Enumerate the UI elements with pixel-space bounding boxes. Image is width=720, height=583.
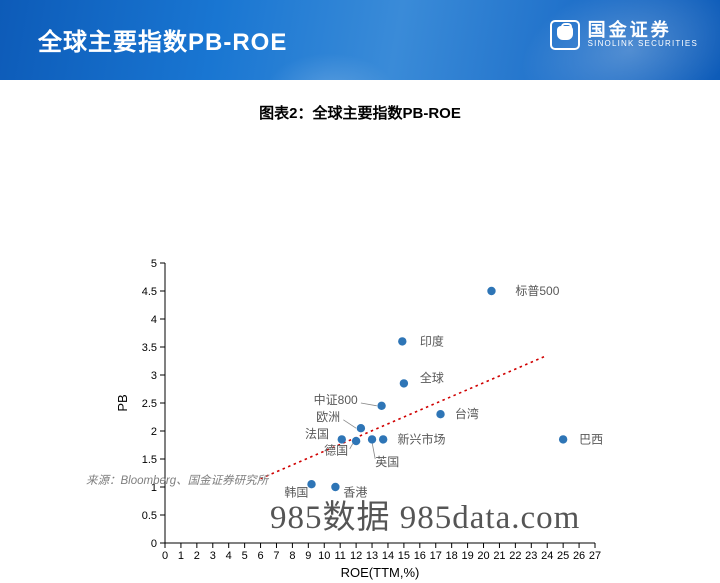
svg-text:23: 23 [525,550,537,562]
svg-text:3: 3 [210,550,216,562]
svg-text:2.5: 2.5 [142,398,157,410]
svg-text:20: 20 [477,550,489,562]
svg-text:5: 5 [242,550,248,562]
logo-en: SINOLINK SECURITIES [588,39,698,49]
svg-text:新兴市场: 新兴市场 [398,431,446,446]
svg-text:巴西: 巴西 [579,432,603,446]
svg-text:5: 5 [151,258,157,270]
svg-text:6: 6 [257,550,263,562]
logo-cn: 国金证券 [588,21,698,39]
svg-text:4: 4 [226,550,232,562]
svg-text:19: 19 [461,550,473,562]
svg-text:4: 4 [151,314,157,326]
brand-logo: 国金证券 SINOLINK SECURITIES [550,20,698,50]
slide-title: 全球主要指数PB-ROE [38,22,287,57]
svg-text:标普500: 标普500 [515,284,559,298]
svg-text:2: 2 [151,426,157,438]
svg-text:PB: PB [115,394,130,411]
svg-text:11: 11 [334,550,345,562]
chart-area: 图表2：全球主要指数PB-ROE 01234567891011121314151… [0,80,720,540]
svg-text:4.5: 4.5 [142,286,157,298]
svg-text:14: 14 [382,550,394,562]
svg-text:法国: 法国 [305,427,329,441]
svg-text:印度: 印度 [420,333,444,348]
svg-text:15: 15 [398,550,410,562]
svg-text:2: 2 [194,550,200,562]
svg-text:3: 3 [151,370,157,382]
svg-text:3.5: 3.5 [142,342,157,354]
source-text: 来源：Bloomberg、国金证券研究所 [86,472,268,488]
svg-text:0.5: 0.5 [142,510,157,522]
slide-header: 全球主要指数PB-ROE 国金证券 SINOLINK SECURITIES [0,0,720,80]
svg-text:英国: 英国 [375,455,399,469]
logo-text: 国金证券 SINOLINK SECURITIES [588,21,698,49]
svg-text:27: 27 [589,550,601,562]
svg-text:16: 16 [414,550,426,562]
svg-text:9: 9 [305,550,311,562]
svg-text:台湾: 台湾 [455,406,479,421]
svg-text:中证800: 中证800 [314,392,358,407]
svg-text:12: 12 [350,550,362,562]
svg-text:18: 18 [446,550,458,562]
svg-text:17: 17 [430,550,442,562]
logo-icon [550,20,580,50]
svg-text:0: 0 [162,550,168,562]
svg-text:7: 7 [273,550,279,562]
svg-text:22: 22 [509,550,521,562]
svg-text:24: 24 [541,550,553,562]
watermark-text: 985数据 985data.com [270,490,580,538]
svg-text:8: 8 [289,550,295,562]
svg-text:1.5: 1.5 [142,454,157,466]
svg-text:10: 10 [318,550,330,562]
svg-text:德国: 德国 [324,443,348,458]
svg-text:1: 1 [178,550,184,562]
svg-text:25: 25 [557,550,569,562]
svg-text:ROE(TTM,%): ROE(TTM,%) [341,565,420,580]
chart-title: 图表2：全球主要指数PB-ROE [0,102,720,123]
svg-text:全球: 全球 [420,370,444,385]
svg-text:13: 13 [366,550,378,562]
svg-text:26: 26 [573,550,585,562]
svg-text:欧洲: 欧洲 [316,410,340,424]
svg-text:21: 21 [493,550,505,562]
